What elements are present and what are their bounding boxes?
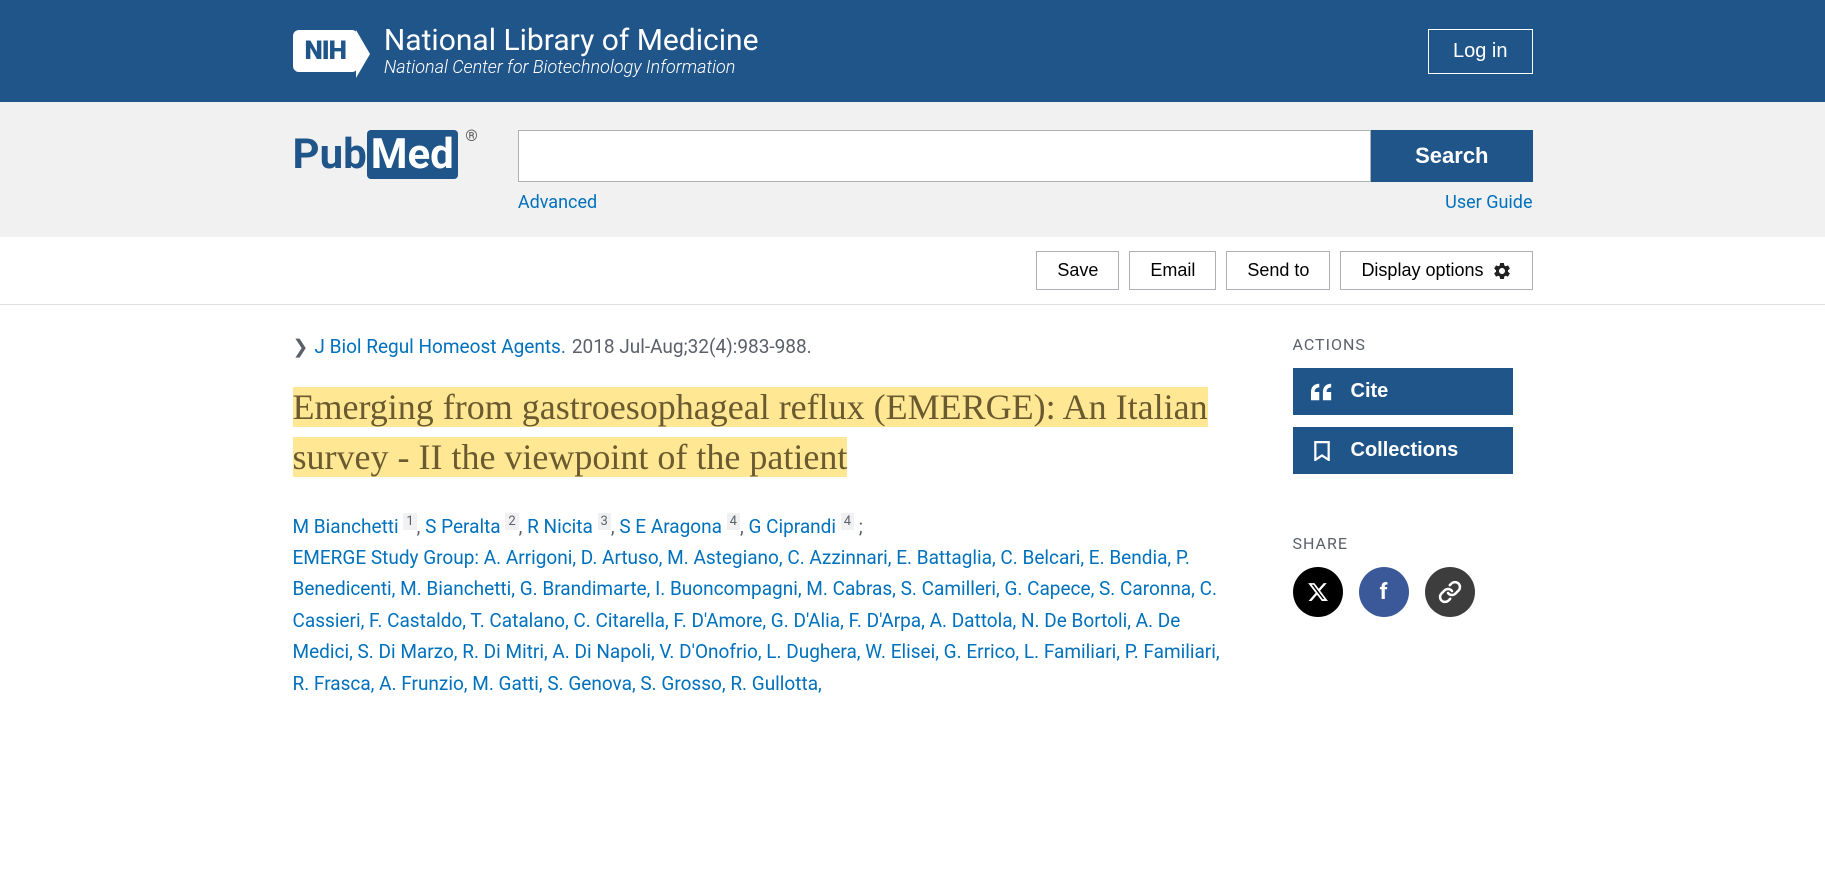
pubmed-reg-mark: ®: [465, 126, 478, 145]
collections-button[interactable]: Collections: [1293, 427, 1513, 474]
share-permalink-button[interactable]: [1425, 567, 1475, 617]
advanced-link[interactable]: Advanced: [518, 192, 597, 213]
x-icon: [1307, 581, 1329, 603]
login-button[interactable]: Log in: [1428, 29, 1533, 74]
ncbi-subtitle: National Center for Biotechnology Inform…: [384, 57, 759, 78]
author-link[interactable]: S Peralta: [425, 515, 501, 538]
email-button[interactable]: Email: [1129, 251, 1216, 290]
facebook-icon: f: [1380, 580, 1388, 605]
nlm-title: National Library of Medicine: [384, 24, 759, 57]
author-link[interactable]: M Bianchetti: [293, 515, 399, 538]
nih-brand[interactable]: NIH National Library of Medicine Nationa…: [293, 24, 759, 78]
share-heading: SHARE: [1293, 534, 1533, 553]
actions-heading: ACTIONS: [1293, 335, 1533, 354]
study-group[interactable]: EMERGE Study Group: A. Arrigoni, D. Artu…: [293, 546, 1220, 694]
link-icon: [1438, 580, 1462, 604]
action-bar: Save Email Send to Display options: [0, 237, 1825, 305]
pubmed-logo[interactable]: PubMed®: [293, 130, 478, 179]
journal-link[interactable]: J Biol Regul Homeost Agents.: [314, 335, 565, 358]
bookmark-icon: [1311, 441, 1333, 461]
search-button[interactable]: Search: [1371, 130, 1532, 182]
cite-button[interactable]: Cite: [1293, 368, 1513, 415]
cite-label: Cite: [1351, 380, 1389, 403]
send-to-button[interactable]: Send to: [1226, 251, 1330, 290]
quote-icon: [1311, 383, 1333, 401]
display-options-label: Display options: [1361, 260, 1483, 281]
main-content: ❯ J Biol Regul Homeost Agents. 2018 Jul-…: [0, 305, 1825, 729]
share-twitter-button[interactable]: [1293, 567, 1343, 617]
user-guide-link[interactable]: User Guide: [1445, 192, 1532, 213]
breadcrumb: ❯ J Biol Regul Homeost Agents. 2018 Jul-…: [293, 335, 1233, 358]
save-button[interactable]: Save: [1036, 251, 1119, 290]
authors-block: M Bianchetti 1, S Peralta 2, R Nicita 3,…: [293, 511, 1233, 699]
citation-meta: 2018 Jul-Aug;32(4):983-988.: [572, 335, 812, 358]
sidebar: ACTIONS Cite Collections SHARE: [1293, 335, 1533, 699]
pubmed-text-pub: Pub: [293, 130, 367, 179]
nih-header: NIH National Library of Medicine Nationa…: [0, 0, 1825, 102]
collections-label: Collections: [1351, 439, 1459, 462]
article-title: Emerging from gastroesophageal reflux (E…: [293, 382, 1233, 483]
author-link[interactable]: R Nicita: [527, 515, 593, 538]
search-input[interactable]: [518, 130, 1371, 182]
chevron-right-icon: ❯: [293, 335, 309, 358]
pubmed-text-med: Med: [367, 130, 458, 179]
search-section: PubMed® Search Advanced User Guide: [0, 102, 1825, 237]
display-options-button[interactable]: Display options: [1340, 251, 1532, 290]
author-link[interactable]: S E Aragona: [619, 515, 722, 538]
gear-icon: [1492, 261, 1512, 281]
author-link[interactable]: G Ciprandi: [748, 515, 836, 538]
share-facebook-button[interactable]: f: [1359, 567, 1409, 617]
nih-logo-icon: NIH: [293, 30, 358, 72]
